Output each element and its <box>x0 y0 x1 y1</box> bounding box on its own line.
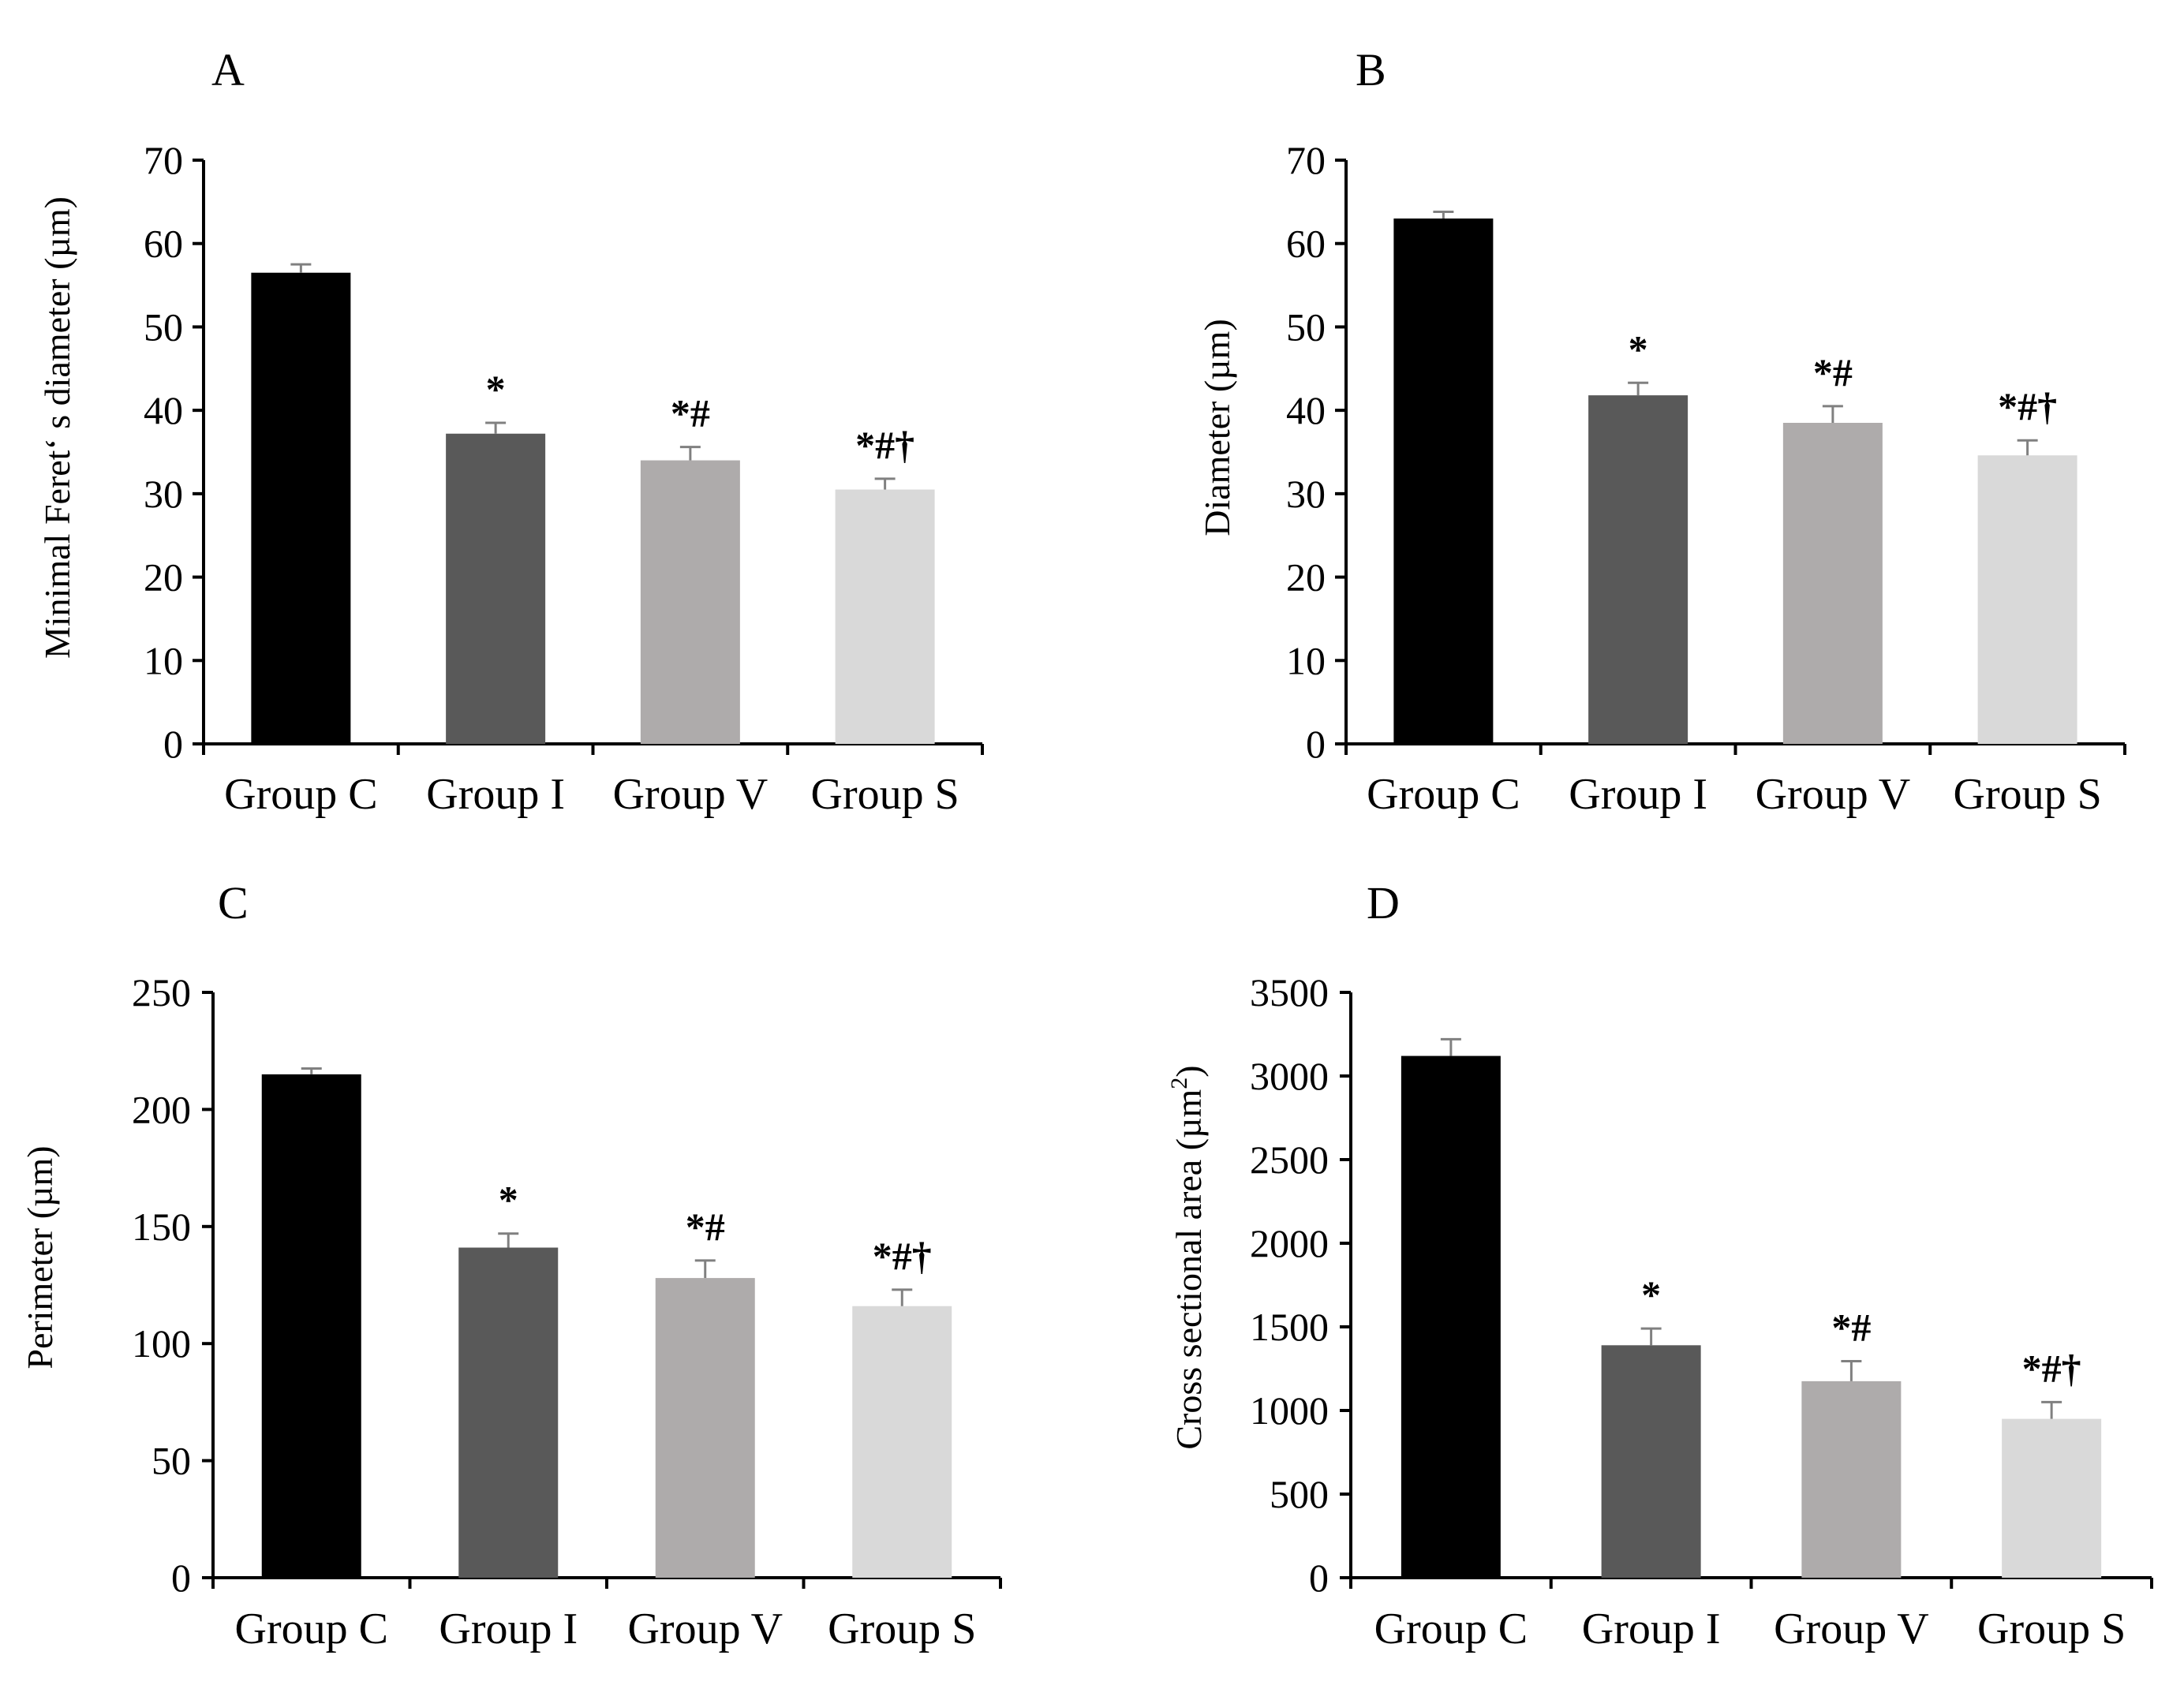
y-tick-label: 60 <box>144 222 183 266</box>
y-tick-label: 1000 <box>1250 1388 1329 1433</box>
y-tick-label: 70 <box>1286 138 1326 182</box>
y-tick-label: 50 <box>1286 304 1326 349</box>
x-tick-label: Group S <box>828 1605 976 1653</box>
bar-group-c <box>251 272 351 744</box>
significance-label: *#† <box>1998 384 2057 428</box>
y-tick-label: 70 <box>144 138 183 182</box>
y-tick-label: 40 <box>1286 388 1326 432</box>
significance-label: * <box>1641 1272 1661 1317</box>
x-tick-label: Group C <box>235 1605 388 1653</box>
y-tick-label: 0 <box>163 722 183 766</box>
significance-label: * <box>499 1178 518 1222</box>
y-tick-label: 0 <box>171 1556 191 1600</box>
panel-c: C Perimeter (µm) 0 50 100 150 200 250 Group C *… <box>20 877 1002 1653</box>
bar-group-v <box>655 1278 755 1578</box>
y-tick-label: 40 <box>144 388 183 432</box>
bar-group-i <box>458 1247 559 1578</box>
bar-group-c <box>1393 219 1494 744</box>
bar-group-v <box>640 460 740 744</box>
x-tick-label: Group C <box>1367 770 1520 819</box>
significance-label: * <box>486 367 506 411</box>
x-tick-label: Group I <box>1569 770 1707 819</box>
y-tick-label: 60 <box>1286 222 1326 266</box>
panel-label: B <box>1356 44 1386 95</box>
bar-group-v <box>1801 1381 1902 1578</box>
plot-area: 0 10 20 30 40 50 60 70 Group C * Group I *# Group V *… <box>1286 138 2126 819</box>
bar-group-s <box>1977 455 2077 744</box>
y-tick-label: 50 <box>144 304 183 349</box>
panel-label: D <box>1367 877 1400 928</box>
significance-label: *# <box>1831 1305 1871 1349</box>
y-tick-label: 30 <box>144 472 183 516</box>
y-tick-label: 0 <box>1306 722 1326 766</box>
y-axis-title-superscript: 2 <box>1166 1078 1192 1089</box>
panel-label: C <box>218 877 249 928</box>
y-tick-label: 20 <box>1286 555 1326 600</box>
bar-group-s <box>852 1306 952 1578</box>
x-tick-label: Group V <box>613 770 769 819</box>
panel-a: A Minimal Feretʻ s diameter (µm) 0 10 20 30… <box>37 44 984 819</box>
x-tick-label: Group S <box>811 770 959 819</box>
significance-label: *#† <box>855 423 914 467</box>
x-tick-label: Group C <box>224 770 377 819</box>
panel-label: A <box>211 44 245 95</box>
x-tick-label: Group C <box>1374 1605 1528 1653</box>
y-axis-title: Minimal Feretʻ s diameter (µm) <box>37 196 77 659</box>
y-axis-title: Cross sectional area (µm2) <box>1166 1065 1209 1449</box>
x-tick-label: Group V <box>1774 1605 1929 1653</box>
y-tick-label: 3000 <box>1250 1054 1329 1098</box>
y-tick-label: 250 <box>132 970 191 1014</box>
y-tick-label: 10 <box>144 638 183 682</box>
x-tick-label: Group V <box>1756 770 1911 819</box>
x-tick-label: Group I <box>426 770 565 819</box>
significance-label: *#† <box>2022 1346 2081 1390</box>
plot-area: 0 50 100 150 200 250 Group C * Group I *# Group V *… <box>132 970 1002 1653</box>
plot-area: 0 10 20 30 40 50 60 70 Group C * Group I *# Group V *… <box>144 138 984 819</box>
significance-label: *# <box>686 1205 725 1249</box>
y-tick-label: 200 <box>132 1087 191 1131</box>
x-tick-label: Group S <box>1954 770 2102 819</box>
bar-group-i <box>1588 395 1688 744</box>
x-tick-label: Group I <box>1582 1605 1721 1653</box>
y-tick-label: 500 <box>1270 1472 1329 1516</box>
x-tick-label: Group S <box>1977 1605 2126 1653</box>
x-tick-label: Group V <box>627 1605 783 1653</box>
significance-label: * <box>1629 327 1648 371</box>
bar-group-c <box>261 1074 361 1578</box>
y-axis-title: Perimeter (µm) <box>20 1145 60 1369</box>
bar-group-i <box>446 433 546 744</box>
plot-area: 0 500 1000 1500 2000 2500 3000 3500 Group C * Grou… <box>1250 970 2153 1653</box>
y-axis-title: Diameter (µm) <box>1197 319 1237 536</box>
bar-group-i <box>1601 1345 1701 1578</box>
significance-label: *# <box>671 391 710 435</box>
y-tick-label: 30 <box>1286 472 1326 516</box>
bar-group-s <box>835 489 935 744</box>
y-axis-title-suffix: ) <box>1169 1065 1209 1077</box>
y-tick-label: 150 <box>132 1205 191 1249</box>
bar-group-s <box>2002 1418 2102 1578</box>
y-tick-label: 0 <box>1309 1556 1329 1600</box>
y-tick-label: 3500 <box>1250 970 1329 1014</box>
y-tick-label: 1500 <box>1250 1305 1329 1349</box>
bar-group-c <box>1401 1055 1501 1578</box>
significance-label: *#† <box>873 1234 932 1278</box>
y-tick-label: 100 <box>132 1321 191 1366</box>
panel-b: B Diameter (µm) 0 10 20 30 40 50 60 70 Group C * G… <box>1197 44 2126 819</box>
y-tick-label: 2500 <box>1250 1138 1329 1182</box>
bar-group-v <box>1782 423 1883 744</box>
x-tick-label: Group I <box>439 1605 578 1653</box>
y-tick-label: 50 <box>151 1439 191 1483</box>
y-tick-label: 10 <box>1286 638 1326 682</box>
panel-d: D Cross sectional area (µm2) 0 500 1000 150… <box>1166 877 2153 1653</box>
y-axis-title-main: Cross sectional area (µm <box>1169 1089 1209 1449</box>
significance-label: *# <box>1813 350 1853 394</box>
y-tick-label: 2000 <box>1250 1221 1329 1265</box>
y-tick-label: 20 <box>144 555 183 600</box>
